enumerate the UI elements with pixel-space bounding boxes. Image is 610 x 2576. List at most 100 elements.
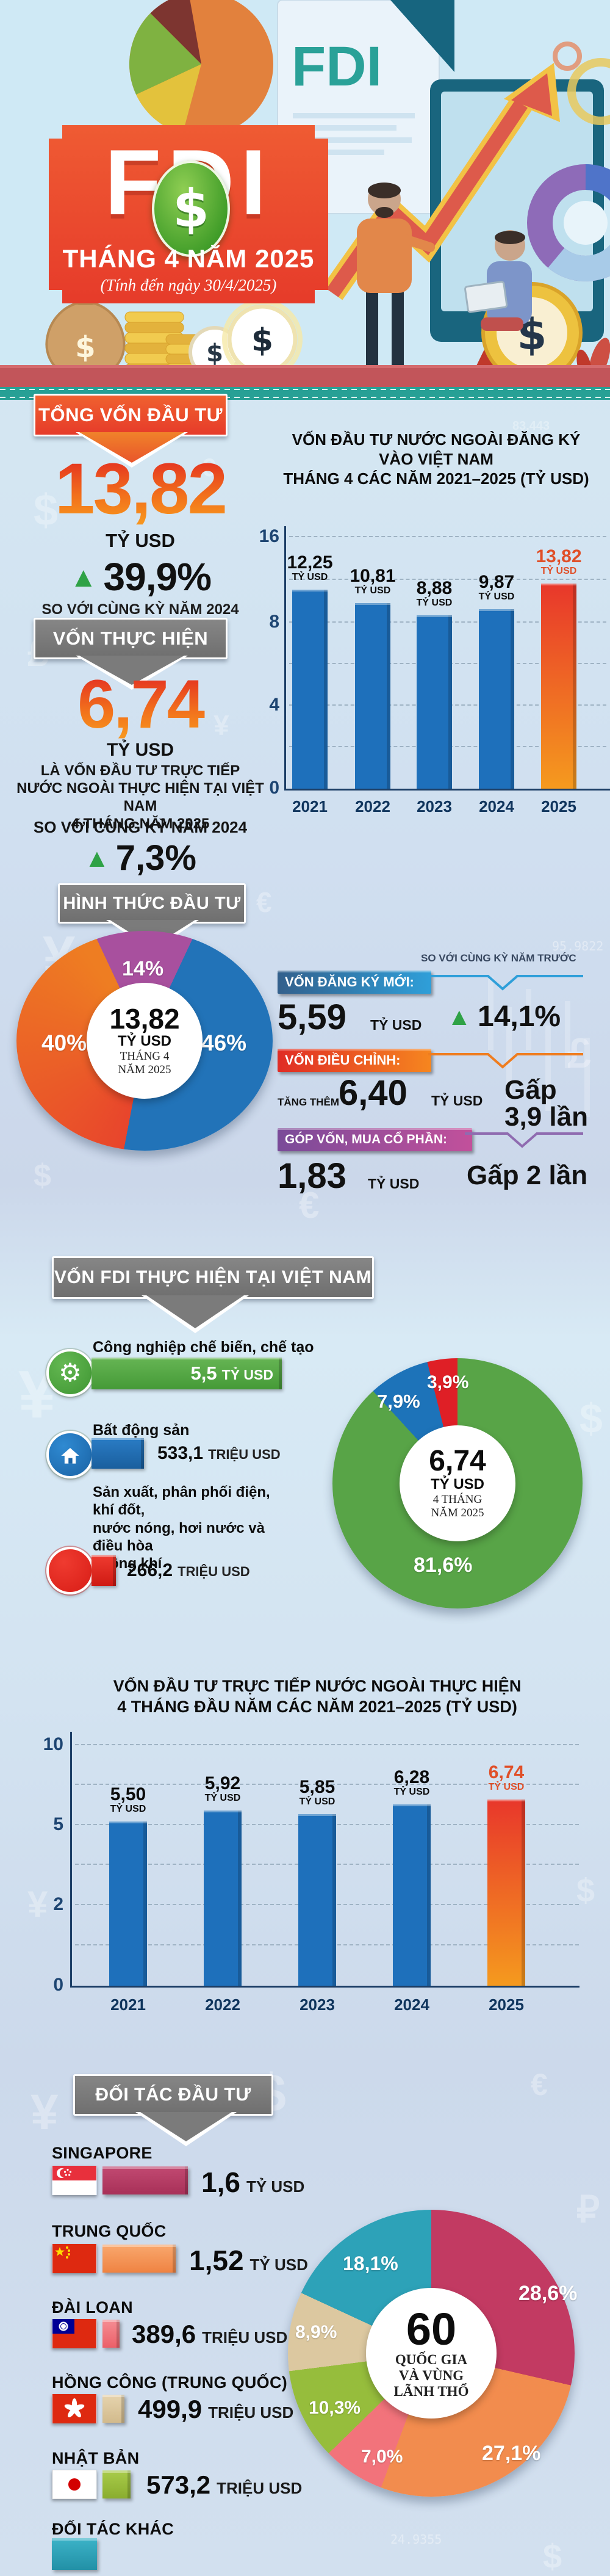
unit: TỶ USD bbox=[540, 565, 577, 576]
realized-capital-chart: VỐN ĐẦU TƯ TRỰC TIẾP NƯỚC NGOÀI THỰC HIỆ… bbox=[43, 1676, 592, 2036]
taiwan-flag-icon bbox=[52, 2319, 96, 2348]
realized-capital-desc: LÀ VỐN ĐẦU TƯ TRỰC TIẾP NƯỚC NGOÀI THỰC … bbox=[0, 762, 281, 833]
adjusted-unit: TỶ USD bbox=[431, 1093, 483, 1109]
up-arrow-icon: ▲ bbox=[447, 1004, 472, 1030]
value: 13,82 bbox=[536, 546, 582, 566]
gridline bbox=[75, 1744, 579, 1745]
section6-badge-arrow bbox=[140, 2112, 232, 2141]
candle-decor bbox=[488, 977, 493, 1050]
realestate-house-icon bbox=[46, 1431, 94, 1478]
value: 5,92 bbox=[204, 1773, 241, 1793]
pie3-label-286: 28,6% bbox=[518, 2282, 578, 2305]
chart2-value-2025: 6,74 TỶ USD bbox=[470, 1763, 543, 1792]
svg-text:FDI: FDI bbox=[292, 35, 382, 98]
unit: TỶ USD bbox=[478, 591, 515, 602]
chart2-year-2023: 2023 bbox=[300, 1995, 335, 2014]
realestate-bar bbox=[92, 1438, 144, 1469]
legend-capital-contribution: GÓP VỐN, MUA CỔ PHẦN: bbox=[278, 1128, 472, 1151]
section3-badge: HÌNH THỨC ĐẦU TƯ bbox=[58, 883, 246, 924]
legend-new-registration-label: VỐN ĐĂNG KÝ MỚI: bbox=[285, 974, 414, 990]
section1-badge-label: TỔNG VỐN ĐẦU TƯ bbox=[38, 404, 223, 425]
adjusted-prefix: TĂNG THÊM bbox=[278, 1096, 340, 1108]
pie1-center-line2: NĂM 2025 bbox=[118, 1063, 171, 1076]
singapore-unit: TỶ USD bbox=[246, 2177, 305, 2196]
chart1-value-2022: 10,81 TỶ USD bbox=[336, 566, 409, 596]
singapore-bar bbox=[102, 2166, 188, 2194]
person-standing bbox=[357, 183, 436, 382]
chart2-bar-2021 bbox=[109, 1822, 147, 1986]
adjusted-delta: Gấp 3,9 lần bbox=[504, 1075, 588, 1132]
chart2-tick-5: 5 bbox=[53, 1814, 63, 1834]
partner-japan-name: NHẬT BẢN bbox=[52, 2449, 140, 2467]
hongkong-value: 499,9 bbox=[138, 2395, 203, 2423]
unit: TỶ USD bbox=[488, 1781, 525, 1792]
decor-pie-icon bbox=[129, 0, 273, 136]
japan-value: 573,2 bbox=[146, 2470, 211, 2499]
singapore-value: 1,6 bbox=[201, 2166, 240, 2198]
dollar-sign: $ bbox=[173, 178, 209, 239]
realestate-unit: TRIỆU USD bbox=[208, 1447, 281, 1462]
others-swatch bbox=[52, 2538, 97, 2570]
chart2-tick-10: 10 bbox=[43, 1734, 63, 1754]
gridline bbox=[289, 579, 606, 580]
partner-singapore-name: SINGAPORE bbox=[52, 2144, 152, 2162]
watermark: ¥ bbox=[30, 2085, 59, 2140]
watermark: € bbox=[256, 886, 272, 918]
chart2-bar-2023 bbox=[298, 1814, 336, 1986]
section1-badge: TỔNG VỐN ĐẦU TƯ bbox=[34, 394, 228, 436]
candle-decor bbox=[565, 1001, 570, 1068]
total-capital-delta-row: ▲ 39,9% bbox=[15, 554, 265, 599]
svg-text:$: $ bbox=[75, 330, 95, 364]
desc-line3: 4 THÁNG NĂM 2025 bbox=[71, 816, 210, 832]
chart1-title-line3: THÁNG 4 CÁC NĂM 2021–2025 (TỶ USD) bbox=[283, 469, 589, 488]
section6-badge: ĐỐI TÁC ĐẦU TƯ bbox=[73, 2074, 273, 2116]
chart2-value-2024: 6,28 TỶ USD bbox=[375, 1768, 448, 1797]
chart2-title-line2: 4 THÁNG ĐẦU NĂM CÁC NĂM 2021–2025 (TỶ US… bbox=[117, 1698, 517, 1716]
legend-capital-contribution-label: GÓP VỐN, MUA CỔ PHẦN: bbox=[285, 1132, 448, 1146]
manufacturing-unit: TỶ USD bbox=[221, 1367, 273, 1383]
unit: TỶ USD bbox=[416, 597, 453, 608]
hongkong-value-row: 499,9 TRIỆU USD bbox=[138, 2397, 293, 2422]
chart2-year-2025: 2025 bbox=[489, 1995, 524, 2014]
total-capital-value: 13,82 bbox=[15, 453, 265, 525]
china-value-row: 1,52 TỶ USD bbox=[189, 2246, 308, 2274]
manufacturing-value: 5,5 bbox=[190, 1362, 217, 1384]
chart1-year-2022: 2022 bbox=[355, 797, 390, 816]
header-note: (Tính đến ngày 30/4/2025) bbox=[100, 276, 277, 294]
electricity-bar bbox=[92, 1555, 116, 1586]
unit: TỶ USD bbox=[299, 1796, 336, 1807]
realestate-value-row: 533,1 TRIỆU USD bbox=[157, 1443, 281, 1464]
adjusted-value: 6,40 bbox=[339, 1073, 407, 1113]
chart1-value-2023: 8,88 TỶ USD bbox=[398, 579, 471, 608]
chart2-year-2022: 2022 bbox=[205, 1995, 240, 2014]
chart1-title-line2: VÀO VIỆT NAM bbox=[379, 450, 493, 468]
japan-unit: TRIỆU USD bbox=[217, 2479, 303, 2497]
pie3-center-line2: VÀ VÙNG bbox=[398, 2368, 464, 2383]
japan-bar bbox=[102, 2470, 131, 2498]
chart2-value-2021: 5,50 TỶ USD bbox=[92, 1785, 165, 1814]
chart1-title: VỐN ĐẦU TƯ NƯỚC NGOÀI ĐĂNG KÝ VÀO VIỆT N… bbox=[262, 430, 610, 488]
pie2-label-79: 7,9% bbox=[377, 1391, 420, 1412]
partner-others-name: ĐỐI TÁC KHÁC bbox=[52, 2520, 174, 2538]
chart2-title: VỐN ĐẦU TƯ TRỰC TIẾP NƯỚC NGOÀI THỰC HIỆ… bbox=[43, 1676, 592, 1717]
value: 5,50 bbox=[110, 1784, 146, 1804]
electricity-value-row: 266,2 TRIỆU USD bbox=[127, 1560, 250, 1581]
chart2-x-axis bbox=[70, 1986, 580, 1988]
pie3-label-271: 27,1% bbox=[482, 2442, 541, 2465]
connector-orange bbox=[428, 1053, 583, 1069]
legend-new-registration: VỐN ĐĂNG KÝ MỚI: bbox=[278, 971, 431, 994]
hongkong-unit: TRIỆU USD bbox=[208, 2403, 294, 2422]
pie1-center-value: 13,82 bbox=[109, 1003, 180, 1035]
chart1-tick-0: 0 bbox=[269, 778, 279, 798]
pie2-center-unit: TỶ USD bbox=[430, 1476, 484, 1492]
value: 6,28 bbox=[393, 1767, 430, 1787]
electricity-value: 266,2 bbox=[127, 1560, 173, 1580]
section2-badge: VỐN THỰC HIỆN bbox=[34, 618, 228, 659]
connector-blue bbox=[428, 975, 583, 991]
chart2-tick-2: 2 bbox=[53, 1894, 63, 1914]
china-bar bbox=[102, 2245, 176, 2273]
gridline bbox=[75, 1784, 579, 1785]
value: 5,85 bbox=[299, 1777, 336, 1797]
desc-line1: LÀ VỐN ĐẦU TƯ TRỰC TIẾP bbox=[40, 762, 240, 779]
